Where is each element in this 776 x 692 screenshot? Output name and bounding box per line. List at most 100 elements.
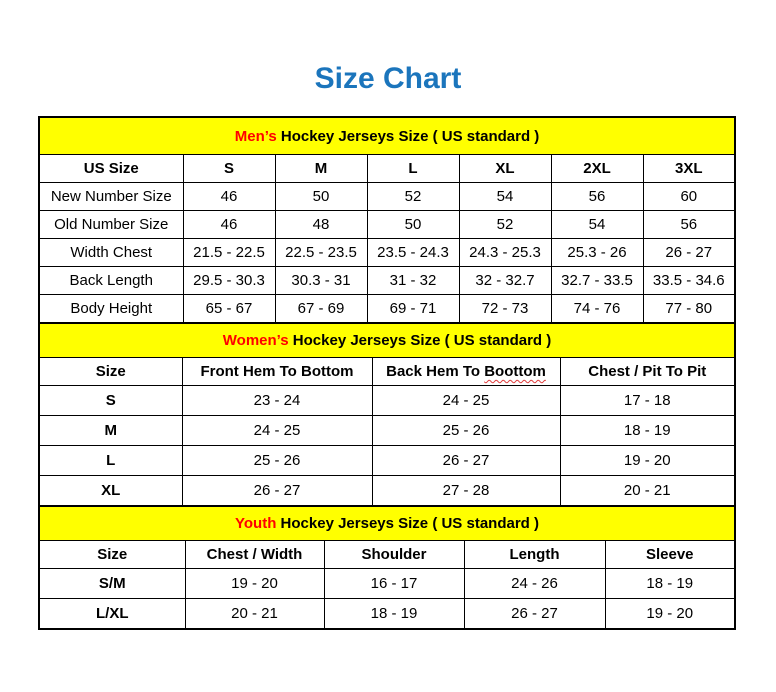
table-row: L/XL 20 - 21 18 - 19 26 - 27 19 - 20 <box>38 598 736 630</box>
mens-column-header-row: US Size S M L XL 2XL 3XL <box>38 154 736 183</box>
column-header: 2XL <box>550 154 644 183</box>
table-cell: 19 - 20 <box>559 445 736 476</box>
table-cell: 25.3 - 26 <box>550 238 644 267</box>
page-title: Size Chart <box>314 62 462 95</box>
table-cell: 17 - 18 <box>559 385 736 416</box>
womens-heading-accent: Women’s <box>222 332 289 349</box>
column-header: Sleeve <box>604 540 736 569</box>
table-cell: 48 <box>274 210 368 239</box>
table-cell: 18 - 19 <box>323 598 465 630</box>
table-cell: 67 - 69 <box>274 294 368 324</box>
table-cell: 29.5 - 30.3 <box>182 266 276 295</box>
table-cell: 21.5 - 22.5 <box>182 238 276 267</box>
column-header: XL <box>458 154 552 183</box>
row-label: L/XL <box>38 598 186 630</box>
table-row: XL 26 - 27 27 - 28 20 - 21 <box>38 475 736 507</box>
mens-heading-accent: Men’s <box>234 127 277 145</box>
womens-heading-row: Women’s Hockey Jerseys Size ( US standar… <box>38 322 736 358</box>
size-tables-container: Men’s Hockey Jerseys Size ( US standard … <box>38 116 738 630</box>
table-cell: 33.5 - 34.6 <box>642 266 736 295</box>
womens-section-heading: Women’s Hockey Jerseys Size ( US standar… <box>38 322 736 358</box>
table-cell: 32 - 32.7 <box>458 266 552 295</box>
table-cell: 46 <box>182 182 276 211</box>
mens-size-table: Men’s Hockey Jerseys Size ( US standard … <box>38 116 737 324</box>
row-label: S <box>38 385 183 416</box>
youth-heading-row: Youth Hockey Jerseys Size ( US standard … <box>38 505 736 541</box>
table-cell: 19 - 20 <box>604 598 736 630</box>
table-row: Width Chest 21.5 - 22.5 22.5 - 23.5 23.5 - … <box>38 238 736 267</box>
table-cell: 26 - 27 <box>642 238 736 267</box>
row-label: Width Chest <box>38 238 184 267</box>
table-cell: 46 <box>182 210 276 239</box>
table-cell: 27 - 28 <box>371 475 561 507</box>
column-header: Size <box>38 357 183 386</box>
column-header: L <box>366 154 460 183</box>
table-cell: 72 - 73 <box>458 294 552 324</box>
column-header: Back Hem To Boottom <box>371 357 561 386</box>
row-label: M <box>38 415 183 446</box>
column-header: Length <box>463 540 606 569</box>
youth-heading-accent: Youth <box>235 515 277 532</box>
misspelled-word: Boottom <box>484 363 546 380</box>
table-cell: 23 - 24 <box>181 385 373 416</box>
table-cell: 69 - 71 <box>366 294 460 324</box>
row-label: Old Number Size <box>38 210 184 239</box>
table-cell: 26 - 27 <box>371 445 561 476</box>
column-header: US Size <box>38 154 184 183</box>
table-cell: 16 - 17 <box>323 568 465 599</box>
table-cell: 24.3 - 25.3 <box>458 238 552 267</box>
youth-column-header-row: Size Chest / Width Shoulder Length Sleeve <box>38 540 736 569</box>
table-cell: 52 <box>366 182 460 211</box>
table-row: M 24 - 25 25 - 26 18 - 19 <box>38 415 736 446</box>
row-label: Back Length <box>38 266 184 295</box>
table-cell: 54 <box>458 182 552 211</box>
womens-column-header-row: Size Front Hem To Bottom Back Hem To Boott… <box>38 357 736 386</box>
row-label: S/M <box>38 568 186 599</box>
table-cell: 56 <box>642 210 736 239</box>
womens-size-table: Women’s Hockey Jerseys Size ( US standar… <box>38 322 737 507</box>
table-row: Back Length 29.5 - 30.3 30.3 - 31 31 - 32 32… <box>38 266 736 295</box>
table-cell: 18 - 19 <box>559 415 736 446</box>
column-header: Front Hem To Bottom <box>181 357 373 386</box>
table-cell: 24 - 26 <box>463 568 606 599</box>
table-row: L 25 - 26 26 - 27 19 - 20 <box>38 445 736 476</box>
table-row: Body Height 65 - 67 67 - 69 69 - 71 72 - 73 7… <box>38 294 736 324</box>
youth-section-heading: Youth Hockey Jerseys Size ( US standard … <box>38 505 736 541</box>
table-cell: 77 - 80 <box>642 294 736 324</box>
table-cell: 20 - 21 <box>184 598 325 630</box>
table-cell: 25 - 26 <box>371 415 561 446</box>
row-label: L <box>38 445 183 476</box>
table-cell: 65 - 67 <box>182 294 276 324</box>
mens-section-heading: Men’s Hockey Jerseys Size ( US standard … <box>38 116 736 155</box>
table-cell: 56 <box>550 182 644 211</box>
column-header: Chest / Width <box>184 540 325 569</box>
table-cell: 50 <box>366 210 460 239</box>
table-cell: 25 - 26 <box>181 445 373 476</box>
table-row: S/M 19 - 20 16 - 17 24 - 26 18 - 19 <box>38 568 736 599</box>
column-header: Chest / Pit To Pit <box>559 357 736 386</box>
table-cell: 54 <box>550 210 644 239</box>
table-row: New Number Size 46 50 52 54 56 60 <box>38 182 736 211</box>
table-cell: 31 - 32 <box>366 266 460 295</box>
table-cell: 26 - 27 <box>181 475 373 507</box>
table-cell: 52 <box>458 210 552 239</box>
mens-heading-row: Men’s Hockey Jerseys Size ( US standard … <box>38 116 736 155</box>
table-cell: 19 - 20 <box>184 568 325 599</box>
column-header: M <box>274 154 368 183</box>
table-cell: 18 - 19 <box>604 568 736 599</box>
table-cell: 26 - 27 <box>463 598 606 630</box>
column-header: Shoulder <box>323 540 465 569</box>
row-label: Body Height <box>38 294 184 324</box>
table-cell: 24 - 25 <box>371 385 561 416</box>
column-header: Size <box>38 540 186 569</box>
youth-size-table: Youth Hockey Jerseys Size ( US standard … <box>38 505 736 630</box>
table-cell: 23.5 - 24.3 <box>366 238 460 267</box>
row-label: New Number Size <box>38 182 184 211</box>
row-label: XL <box>38 475 183 507</box>
table-cell: 24 - 25 <box>181 415 373 446</box>
table-cell: 20 - 21 <box>559 475 736 507</box>
table-cell: 50 <box>274 182 368 211</box>
column-header: 3XL <box>642 154 736 183</box>
table-row: Old Number Size 46 48 50 52 54 56 <box>38 210 736 239</box>
